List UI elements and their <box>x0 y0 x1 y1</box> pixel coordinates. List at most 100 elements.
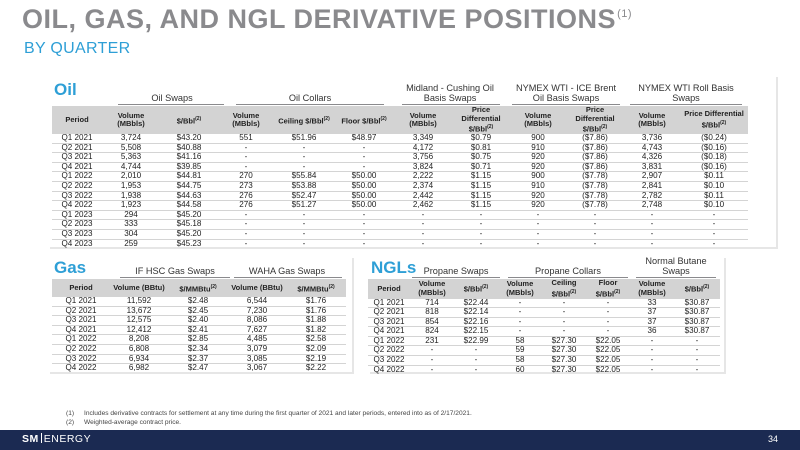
ngl-section-label: NGLs <box>371 258 417 277</box>
gas-value-cell: $1.76 <box>286 306 346 317</box>
gas-col-header: $/MMBtu(2) <box>168 279 228 297</box>
oil-value-cell: 270 <box>218 172 274 182</box>
footnote: (2) Weighted-average contract price. <box>66 419 182 426</box>
oil-value-cell: - <box>218 143 274 154</box>
ngl-value-cell: $22.05 <box>586 336 630 347</box>
oil-value-cell: - <box>274 153 334 163</box>
oil-value-cell: ($7.86) <box>566 162 624 173</box>
gas-value-cell: $2.22 <box>305 363 327 373</box>
oil-value-cell: - <box>680 229 748 240</box>
oil-value-cell: ($0.18) <box>680 153 748 163</box>
oil-value-cell: 2,442 <box>394 191 452 202</box>
oil-period-cell: Q3 2021 <box>52 153 102 163</box>
oil-value-cell: 3,349 <box>394 133 452 144</box>
oil-value-cell: - <box>394 210 452 221</box>
oil-value-cell: 259 <box>124 238 138 248</box>
gas-value-cell: $2.40 <box>168 316 228 326</box>
oil-value-cell: 1,953 <box>102 181 160 192</box>
oil-value-cell: $51.96 <box>274 133 334 144</box>
oil-value-cell: 900 <box>510 172 566 182</box>
oil-col-header: Period <box>52 106 102 134</box>
oil-value-cell: $0.79 <box>452 133 510 144</box>
gas-value-cell: $2.85 <box>168 335 228 345</box>
gas-value-cell: $2.41 <box>168 325 228 336</box>
oil-period-cell: Q4 2023 <box>61 238 93 248</box>
gas-table-row: Q1 2022 8,208 $2.85 4,485 $2.58 <box>52 335 346 345</box>
oil-group-line <box>402 104 500 105</box>
ngl-value-cell: - <box>650 364 654 374</box>
oil-value-cell: $40.88 <box>160 143 218 154</box>
gas-group-line <box>234 277 342 278</box>
oil-value-cell: 4,743 <box>624 143 680 154</box>
ngl-value-cell: $22.05 <box>586 346 630 357</box>
oil-value-cell: 5,508 <box>102 143 160 154</box>
oil-value-cell: - <box>274 229 334 240</box>
oil-value-cell: 276 <box>218 201 274 211</box>
oil-period-cell: Q3 2022 <box>52 191 102 202</box>
ngl-value-cell: $27.30 <box>542 346 586 357</box>
oil-value-cell: - <box>421 238 425 248</box>
oil-value-cell: 4,172 <box>394 143 452 154</box>
oil-value-cell: ($7.78) <box>566 201 624 211</box>
oil-value-cell: $55.84 <box>274 172 334 182</box>
oil-value-cell: 3,831 <box>624 162 680 173</box>
oil-value-cell: 4,326 <box>624 153 680 163</box>
oil-value-cell: - <box>302 238 306 248</box>
ngl-period-cell: Q4 2021 <box>368 327 410 337</box>
oil-table-row: Q1 2021 3,724 $43.20 551 $51.96 $48.97 3,349 $0… <box>52 133 748 144</box>
oil-value-cell: 2,374 <box>394 181 452 192</box>
ngl-value-cell: 37 <box>630 317 674 328</box>
oil-value-cell: 910 <box>510 181 566 192</box>
ngl-value-cell: $27.30 <box>542 355 586 366</box>
ngl-value-cell: 854 <box>410 317 454 328</box>
oil-period-cell: Q3 2023 <box>52 229 102 240</box>
oil-value-cell: - <box>624 220 680 230</box>
ngl-value-cell: - <box>430 364 434 374</box>
ngl-value-cell: $22.14 <box>454 307 498 318</box>
ngl-value-cell: - <box>410 355 454 366</box>
ngl-group-normal-butane: Normal Butane Swaps <box>645 256 707 276</box>
ngl-value-cell: - <box>410 346 454 357</box>
oil-value-cell: 304 <box>102 229 160 240</box>
ngl-value-cell: - <box>674 346 720 357</box>
oil-value-cell: - <box>334 143 394 154</box>
oil-period-cell: Q4 2022 <box>52 201 102 211</box>
oil-value-cell: - <box>274 162 334 173</box>
ngl-value-cell: - <box>674 355 720 366</box>
gas-period-cell: Q3 2021 <box>52 316 110 326</box>
oil-col-header: Volume (MBbls) <box>624 106 680 134</box>
footer-bar: SM ENERGY 34 <box>0 430 800 450</box>
oil-group-midland-cushing: Midland - Cushing Oil Basis Swaps <box>406 83 494 103</box>
oil-table-row: Q4 2023 259 $45.23 - - - - - - - - - <box>52 239 748 248</box>
oil-group-line <box>630 104 742 105</box>
oil-value-cell: - <box>334 153 394 163</box>
ngl-table-row: Q1 2021 714 $22.44- - -33 $30.87 <box>368 298 720 309</box>
oil-value-cell: - <box>680 210 748 221</box>
page-number: 34 <box>767 434 778 444</box>
ngl-value-cell: $27.30 <box>542 336 586 347</box>
gas-period-cell: Q4 2022 <box>65 363 97 373</box>
gas-period-cell: Q4 2021 <box>52 325 110 336</box>
gas-value-cell: 6,934 <box>110 354 168 365</box>
oil-value-cell: ($7.86) <box>566 153 624 163</box>
oil-value-cell: 2,222 <box>394 172 452 182</box>
oil-value-cell: $45.18 <box>160 220 218 230</box>
page-subtitle: BY QUARTER <box>24 40 131 57</box>
oil-group-oil-swaps: Oil Swaps <box>151 93 193 103</box>
oil-table-row: Q1 2023 294 $45.20- - - - - - - - - <box>52 210 748 221</box>
oil-period-cell: Q2 2023 <box>52 220 102 230</box>
oil-value-cell: $0.75 <box>452 153 510 163</box>
ngl-value-cell: - <box>474 364 478 374</box>
ngl-table-row: Q2 2021 818 $22.14- - -37 $30.87 <box>368 307 720 318</box>
ngl-col-header: Ceiling $/Bbl(2) <box>542 278 586 299</box>
ngl-col-header: $/Bbl(2) <box>674 279 720 299</box>
gas-value-cell: $2.48 <box>168 296 228 307</box>
oil-value-cell: 2,462 <box>394 201 452 211</box>
oil-period-cell: Q4 2021 <box>52 162 102 173</box>
gas-group-waha: WAHA Gas Swaps <box>248 266 326 276</box>
oil-value-cell: - <box>334 220 394 230</box>
oil-value-cell: 2,010 <box>102 172 160 182</box>
gas-table-row: Q3 2022 6,934 $2.37 3,085 $2.19 <box>52 354 346 365</box>
ngl-period-cell: Q1 2021 <box>368 298 410 309</box>
gas-table-row: Q4 2021 12,412 $2.41 7,627 $1.82 <box>52 325 346 336</box>
